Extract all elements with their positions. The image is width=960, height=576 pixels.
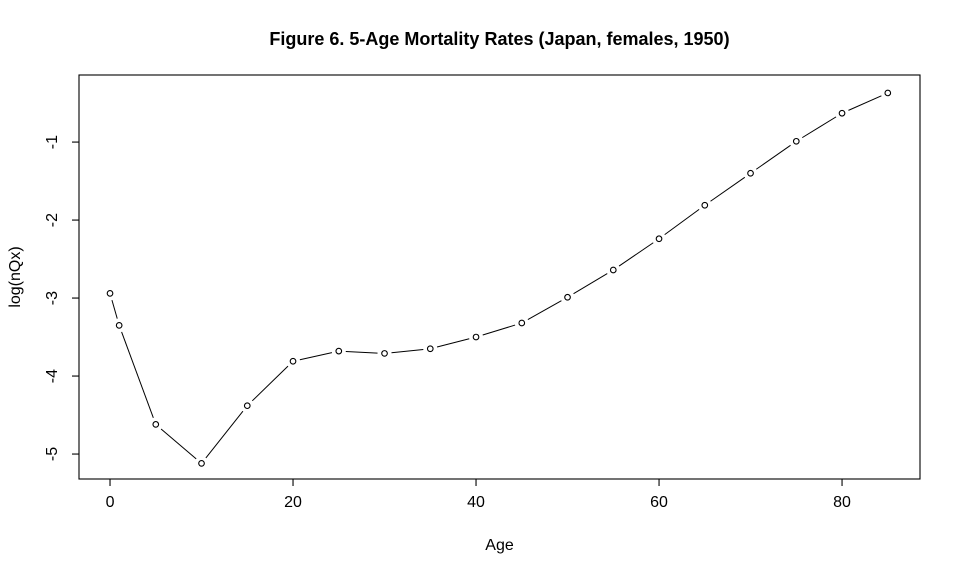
- x-tick-label: 80: [833, 494, 851, 511]
- series-segment: [391, 348, 424, 354]
- series-segment: [111, 299, 118, 319]
- data-point-marker: [198, 460, 205, 467]
- data-point-marker: [243, 402, 251, 410]
- y-axis-label: log(nQx): [7, 246, 24, 307]
- data-point-marker: [701, 201, 709, 209]
- data-point-marker: [609, 266, 617, 274]
- y-tick-label: -2: [44, 213, 61, 227]
- series-segment: [345, 350, 378, 354]
- series-segment: [618, 242, 654, 267]
- plot-area: 0 20 40 60 80 -1 -2 -3 -4 -5: [44, 74, 921, 511]
- data-point-marker: [564, 293, 571, 301]
- data-point-marker: [838, 109, 846, 117]
- data-point-marker: [747, 169, 754, 177]
- series-segment: [801, 116, 837, 139]
- x-tick-label: 60: [650, 494, 668, 511]
- y-tick-label: -1: [44, 135, 61, 149]
- data-point-marker: [884, 89, 892, 97]
- x-tick-label: 0: [106, 494, 115, 511]
- data-point-marker: [518, 319, 526, 327]
- series-segment: [755, 144, 791, 170]
- series-segment: [482, 324, 516, 336]
- data-point-marker: [792, 137, 800, 145]
- series-segment: [664, 208, 700, 236]
- y-tick-label: -4: [44, 369, 61, 383]
- data-point-marker: [115, 322, 123, 329]
- series-segment: [299, 352, 333, 361]
- plot-title: Figure 6. 5-Age Mortality Rates (Japan, …: [269, 29, 729, 49]
- x-tick-label: 20: [284, 494, 302, 511]
- x-axis-label: Age: [485, 537, 514, 554]
- data-point-marker: [426, 345, 434, 353]
- series-segment: [436, 338, 470, 348]
- series-segment: [710, 176, 746, 202]
- series-segment: [573, 273, 608, 295]
- data-point-marker: [655, 235, 663, 243]
- series-segment: [848, 95, 882, 111]
- series-segment: [251, 365, 289, 402]
- data-point-marker: [381, 350, 388, 357]
- series-segment: [121, 331, 154, 419]
- y-tick-label: -5: [44, 447, 61, 461]
- series-segment: [527, 300, 562, 321]
- data-point-marker: [152, 421, 160, 428]
- series-segment: [160, 428, 197, 460]
- data-point-marker: [106, 290, 114, 297]
- series-segment: [205, 410, 244, 459]
- x-tick-label: 40: [467, 494, 485, 511]
- data-point-marker: [289, 357, 297, 365]
- y-tick-label: -3: [44, 291, 61, 305]
- plot-box: [78, 74, 921, 480]
- data-point-marker: [472, 333, 480, 341]
- data-point-marker: [335, 347, 343, 355]
